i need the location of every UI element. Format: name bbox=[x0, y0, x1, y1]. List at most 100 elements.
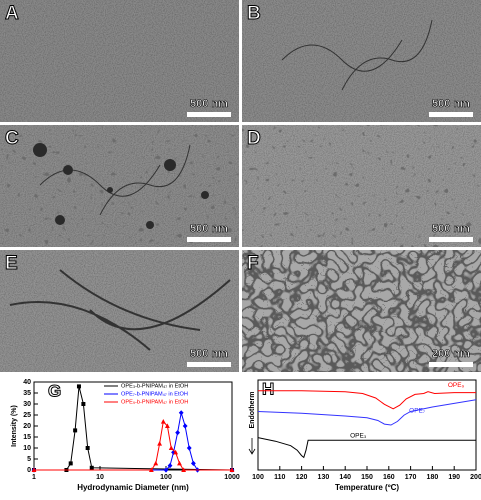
y-tick-label: 0 bbox=[27, 467, 31, 474]
micelle bbox=[201, 191, 209, 199]
marker bbox=[168, 445, 174, 450]
x-tick-label: 150 bbox=[361, 474, 373, 481]
fibre bbox=[9, 269, 231, 351]
x-tick-label: 180 bbox=[427, 474, 439, 481]
tem-panel: B 500 nm bbox=[242, 0, 481, 122]
micelle bbox=[33, 143, 47, 157]
marker bbox=[164, 423, 170, 428]
scale-bar bbox=[187, 362, 231, 367]
x-tick-label: 10 bbox=[96, 474, 104, 481]
panel-label: F bbox=[247, 253, 259, 274]
marker bbox=[148, 467, 154, 472]
x-tick-label: 100 bbox=[252, 474, 264, 481]
x-tick-label: 1 bbox=[32, 474, 36, 481]
panel-label: D bbox=[247, 128, 261, 149]
y-axis-label: Endotherm bbox=[249, 392, 256, 429]
tem-image bbox=[0, 250, 239, 372]
y-tick-label: 15 bbox=[23, 434, 31, 441]
marker bbox=[190, 460, 196, 466]
x-axis-label: Hydrodynamic Diameter (nm) bbox=[77, 483, 189, 492]
marker bbox=[160, 419, 166, 424]
scale-bar bbox=[429, 237, 473, 242]
y-tick-label: 35 bbox=[23, 390, 31, 397]
marker bbox=[181, 467, 187, 472]
curve-label: OPE₃ bbox=[350, 433, 367, 440]
tem-image bbox=[242, 125, 481, 247]
marker bbox=[157, 441, 163, 446]
micelle bbox=[146, 221, 154, 229]
tem-panels: A 500 nm B 500 nm C 500 nm D 500 nm E 500 nm F 200 … bbox=[0, 0, 481, 372]
micelle bbox=[164, 159, 176, 171]
x-tick-label: 160 bbox=[383, 474, 395, 481]
scale-bar-label: 500 nm bbox=[190, 223, 228, 235]
marker bbox=[186, 445, 192, 451]
marker bbox=[85, 446, 90, 450]
marker bbox=[167, 463, 173, 469]
marker bbox=[163, 467, 169, 473]
x-axis-label: Temperature (ºC) bbox=[335, 483, 399, 492]
marker bbox=[229, 467, 235, 472]
tem-panel: A 500 nm bbox=[0, 0, 239, 122]
marker bbox=[73, 428, 78, 433]
scale-bar-label: 500 nm bbox=[190, 348, 228, 360]
y-tick-label: 30 bbox=[23, 401, 31, 408]
scale-bar bbox=[187, 237, 231, 242]
fibre bbox=[39, 144, 191, 216]
micelle bbox=[63, 165, 73, 175]
x-tick-label: 1000 bbox=[224, 474, 240, 481]
chart: 1 10 100 1000 0 5 10 15 20 25 30 35 40 Hydrodynamic D… bbox=[11, 379, 240, 492]
tem-panel: E 500 nm bbox=[0, 250, 239, 372]
scale-bar-label: 200 nm bbox=[432, 348, 470, 360]
tem-panel: C 500 nm bbox=[0, 125, 239, 247]
marker bbox=[177, 460, 182, 466]
marker bbox=[171, 449, 176, 455]
panel-label: E bbox=[5, 253, 18, 274]
x-tick-label: 170 bbox=[405, 474, 417, 481]
x-tick-label: 120 bbox=[296, 474, 308, 481]
x-tick-label: 200 bbox=[470, 474, 481, 481]
legend-label: OPE₉-b-PNIPAM₄₇ in EtOH bbox=[121, 399, 188, 405]
y-tick-label: 20 bbox=[23, 423, 31, 430]
scale-bar-label: 500 nm bbox=[432, 98, 470, 110]
y-tick-label: 25 bbox=[23, 412, 31, 419]
x-tick-label: 140 bbox=[339, 474, 351, 481]
x-tick-label: 110 bbox=[274, 474, 285, 481]
panel-label: C bbox=[5, 128, 19, 149]
marker bbox=[175, 430, 181, 436]
y-tick-label: 40 bbox=[23, 379, 31, 386]
micelle bbox=[107, 187, 113, 193]
marker bbox=[173, 449, 179, 455]
scale-bar bbox=[429, 362, 473, 367]
scale-bar bbox=[429, 112, 473, 117]
panel-label: G bbox=[48, 381, 61, 400]
x-tick-label: 100 bbox=[160, 474, 172, 481]
curve-label: OPE₇ bbox=[409, 407, 425, 414]
series-line bbox=[257, 437, 476, 459]
marker bbox=[76, 384, 81, 389]
tem-image bbox=[0, 0, 239, 122]
tem-panel: F 200 nm bbox=[242, 250, 481, 372]
endotherm-arrow bbox=[248, 438, 256, 455]
marker bbox=[153, 460, 159, 466]
scale-bar bbox=[187, 112, 231, 117]
marker bbox=[81, 402, 86, 406]
y-axis-label: Intensity (%) bbox=[11, 405, 18, 447]
marker bbox=[31, 467, 37, 472]
legend-label: OPE₇-b-PNIPAM₄₇ in EtOH bbox=[121, 391, 188, 397]
y-tick-label: 5 bbox=[27, 456, 31, 463]
tem-image bbox=[242, 250, 481, 372]
legend-label: OPE₃-b-PNIPAM₄₇ in EtOH bbox=[121, 383, 188, 389]
panel-label: H bbox=[262, 379, 274, 398]
panel-label: B bbox=[247, 3, 261, 24]
series-line bbox=[258, 390, 476, 410]
tem-image bbox=[242, 0, 481, 122]
x-tick-label: 190 bbox=[448, 474, 460, 481]
tem-panel: D 500 nm bbox=[242, 125, 481, 247]
marker bbox=[182, 423, 188, 429]
scale-bar-label: 500 nm bbox=[190, 98, 228, 110]
y-tick-label: 10 bbox=[23, 445, 31, 452]
chart: 100 110 120 130 140 150 160 170 180 190 200 Tempera… bbox=[248, 379, 481, 492]
marker bbox=[178, 410, 184, 416]
